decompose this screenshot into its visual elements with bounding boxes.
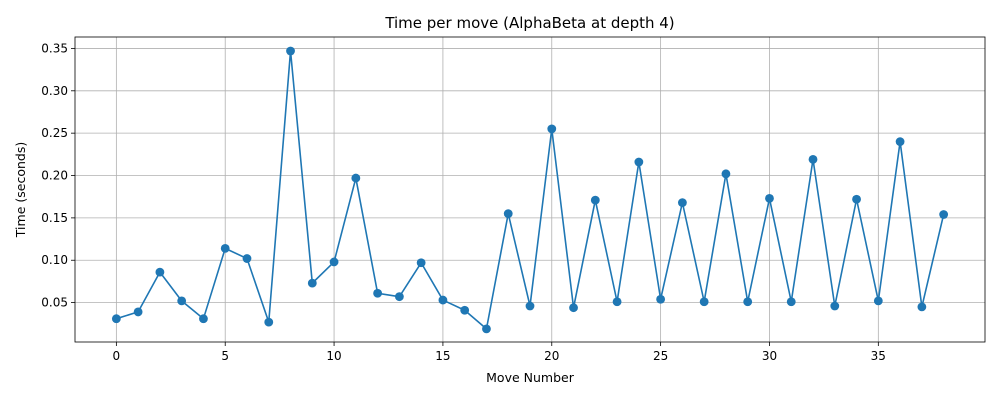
data-point xyxy=(133,307,143,317)
data-point xyxy=(482,324,491,334)
x-tick-label: 5 xyxy=(221,349,229,363)
data-point xyxy=(939,210,949,219)
y-tick-label: 0.20 xyxy=(41,169,68,183)
data-point xyxy=(525,301,535,311)
data-point xyxy=(677,198,687,208)
data-point xyxy=(286,46,295,56)
data-point xyxy=(873,296,883,306)
data-point xyxy=(612,297,622,307)
data-point xyxy=(634,157,644,167)
data-point xyxy=(569,303,578,313)
x-tick-label: 15 xyxy=(435,349,450,363)
y-axis-label: Time (seconds) xyxy=(13,142,28,238)
data-point xyxy=(917,302,927,312)
data-point xyxy=(416,258,426,268)
data-point xyxy=(373,288,383,298)
data-point xyxy=(830,301,840,311)
data-point xyxy=(264,317,274,327)
axis-ticks: 0 5 10 15 20 25 30 35 0.05 0.10 0.15 0.20 0.25 0.30 0.… xyxy=(41,41,886,363)
y-tick-label: 0.25 xyxy=(41,126,68,140)
plot-frame xyxy=(74,36,986,343)
y-tick-label: 0.10 xyxy=(41,253,68,267)
data-point xyxy=(721,169,731,179)
data-point xyxy=(460,305,470,315)
chart-title: Time per move (AlphaBeta at depth 4) xyxy=(384,14,674,32)
data-point xyxy=(895,137,905,147)
data-point xyxy=(765,193,774,203)
data-point xyxy=(155,267,165,277)
x-tick-label: 25 xyxy=(653,349,668,363)
y-tick-label: 0.05 xyxy=(41,296,68,310)
y-tick-label: 0.30 xyxy=(41,84,68,98)
x-tick-label: 20 xyxy=(544,349,559,363)
data-point xyxy=(394,292,404,302)
data-point xyxy=(307,278,317,288)
data-point xyxy=(329,257,339,267)
data-point xyxy=(852,194,861,204)
data-point xyxy=(743,297,753,307)
data-point xyxy=(111,314,121,324)
x-tick-label: 10 xyxy=(326,349,341,363)
series-layer xyxy=(111,46,949,334)
data-point xyxy=(242,254,252,263)
y-tick-label: 0.15 xyxy=(41,211,68,225)
data-point xyxy=(503,209,513,219)
data-point xyxy=(590,195,600,205)
x-tick-label: 35 xyxy=(871,349,886,363)
x-tick-label: 30 xyxy=(762,349,777,363)
data-point xyxy=(220,243,230,253)
data-point xyxy=(656,294,666,304)
x-tick-label: 0 xyxy=(113,349,121,363)
data-point xyxy=(699,297,709,307)
data-point xyxy=(547,124,557,134)
data-point xyxy=(786,297,796,307)
data-point xyxy=(199,314,208,324)
data-point xyxy=(438,295,448,305)
series-line xyxy=(116,50,945,330)
data-point xyxy=(808,155,818,164)
y-tick-label: 0.35 xyxy=(41,41,68,55)
x-axis-label: Move Number xyxy=(486,370,575,385)
data-point xyxy=(177,296,187,306)
grid xyxy=(75,37,985,342)
data-point xyxy=(351,173,361,183)
